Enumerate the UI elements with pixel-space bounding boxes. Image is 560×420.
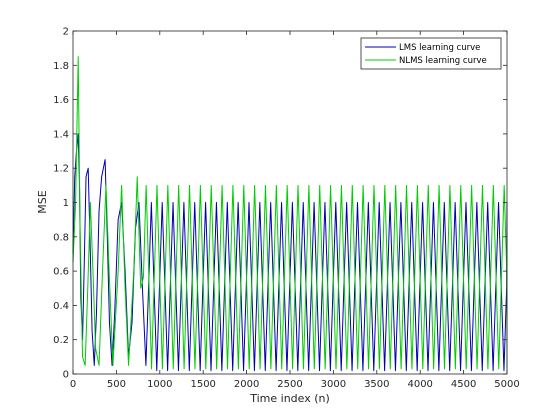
x-tick-label: 1000	[147, 379, 172, 390]
x-tick-label: 4000	[407, 379, 432, 390]
y-tick-label: 0.6	[53, 267, 69, 278]
x-tick-label: 500	[107, 379, 126, 390]
y-tick-label: 2	[63, 27, 69, 38]
series-layer	[72, 56, 508, 372]
x-tick-label: 0	[70, 379, 76, 390]
lms-series-line	[72, 133, 508, 372]
nlms-series-line	[72, 56, 508, 370]
legend-label-lms: LMS learning curve	[399, 43, 480, 53]
legend: LMS learning curve NLMS learning curve	[360, 37, 502, 70]
tick-layer: 0 500 1000 1500 2000 2500 3000 3500 4000 4500 5000…	[53, 27, 520, 391]
x-tick-label: 3500	[364, 379, 389, 390]
y-tick-label: 1.2	[53, 164, 69, 175]
y-tick-label: 1	[63, 198, 69, 209]
legend-box	[360, 37, 502, 70]
y-tick-label: 1.4	[53, 129, 69, 140]
y-tick-label: 0	[63, 370, 69, 381]
y-tick-label: 0.4	[53, 301, 69, 312]
x-tick-label: 2500	[277, 379, 302, 390]
x-tick-label: 2000	[234, 379, 259, 390]
y-axis-label: MSE	[36, 190, 49, 213]
legend-label-nlms: NLMS learning curve	[399, 56, 487, 66]
y-tick-label: 1.8	[53, 61, 69, 72]
y-tick-label: 1.6	[53, 95, 69, 106]
x-tick-label: 4500	[451, 379, 476, 390]
y-tick-label: 0.8	[53, 232, 69, 243]
x-tick-label: 1500	[190, 379, 215, 390]
x-axis-label: Time index (n)	[249, 392, 330, 405]
x-tick-label: 3000	[321, 379, 346, 390]
x-tick-label: 5000	[494, 379, 519, 390]
y-tick-label: 0.2	[53, 335, 69, 346]
